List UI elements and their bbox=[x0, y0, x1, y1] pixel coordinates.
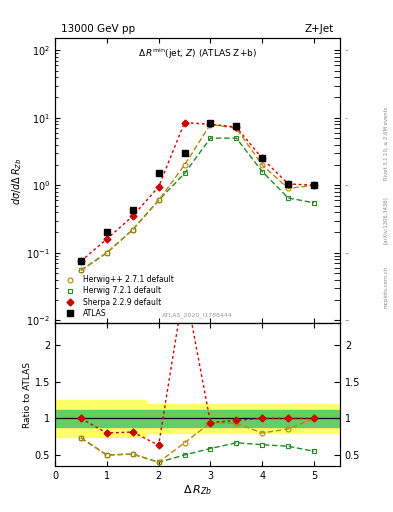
Sherpa 2.2.9 default bbox=[286, 181, 290, 187]
Text: [arXiv:1306.3436]: [arXiv:1306.3436] bbox=[383, 196, 388, 244]
Text: Rivet 3.1.10, ≥ 2.6M events: Rivet 3.1.10, ≥ 2.6M events bbox=[383, 106, 388, 180]
Y-axis label: $d\sigma/d\Delta\,R_{Zb}$: $d\sigma/d\Delta\,R_{Zb}$ bbox=[10, 157, 24, 205]
Sherpa 2.2.9 default bbox=[79, 258, 83, 264]
Line: Sherpa 2.2.9 default: Sherpa 2.2.9 default bbox=[79, 120, 316, 264]
Herwig++ 2.7.1 default bbox=[286, 185, 290, 191]
Sherpa 2.2.9 default bbox=[208, 121, 213, 127]
Herwig++ 2.7.1 default bbox=[130, 227, 135, 233]
Sherpa 2.2.9 default bbox=[182, 119, 187, 125]
Text: mcplots.cern.ch: mcplots.cern.ch bbox=[383, 266, 388, 308]
Text: $\Delta\,R^{\rm min}$(jet, $Z$) (ATLAS Z+b): $\Delta\,R^{\rm min}$(jet, $Z$) (ATLAS Z… bbox=[138, 47, 257, 61]
Legend: Herwig++ 2.7.1 default, Herwig 7.2.1 default, Sherpa 2.2.9 default, ATLAS: Herwig++ 2.7.1 default, Herwig 7.2.1 def… bbox=[59, 273, 175, 319]
Herwig++ 2.7.1 default bbox=[105, 250, 109, 256]
Herwig++ 2.7.1 default bbox=[260, 162, 264, 168]
Herwig++ 2.7.1 default bbox=[182, 162, 187, 168]
Herwig++ 2.7.1 default bbox=[234, 125, 239, 131]
ATLAS bbox=[286, 181, 290, 187]
Sherpa 2.2.9 default bbox=[130, 213, 135, 219]
ATLAS bbox=[312, 182, 316, 188]
ATLAS bbox=[156, 170, 161, 177]
ATLAS bbox=[105, 229, 109, 236]
Line: ATLAS: ATLAS bbox=[78, 120, 317, 264]
Herwig 7.2.1 default bbox=[79, 267, 83, 273]
Text: 13000 GeV pp: 13000 GeV pp bbox=[61, 24, 135, 34]
ATLAS bbox=[79, 258, 83, 264]
Herwig++ 2.7.1 default bbox=[79, 267, 83, 273]
Sherpa 2.2.9 default bbox=[234, 124, 239, 130]
Line: Herwig 7.2.1 default: Herwig 7.2.1 default bbox=[79, 136, 316, 273]
Sherpa 2.2.9 default bbox=[312, 182, 316, 188]
X-axis label: $\Delta\,R_{Zb}$: $\Delta\,R_{Zb}$ bbox=[183, 483, 212, 497]
Herwig 7.2.1 default bbox=[208, 135, 213, 141]
Sherpa 2.2.9 default bbox=[156, 184, 161, 190]
ATLAS bbox=[130, 207, 135, 213]
Herwig 7.2.1 default bbox=[286, 195, 290, 201]
Herwig 7.2.1 default bbox=[312, 200, 316, 206]
Herwig++ 2.7.1 default bbox=[312, 182, 316, 188]
ATLAS bbox=[182, 150, 187, 156]
ATLAS bbox=[208, 119, 213, 125]
Herwig 7.2.1 default bbox=[105, 250, 109, 256]
ATLAS bbox=[260, 155, 264, 161]
Herwig 7.2.1 default bbox=[260, 168, 264, 175]
Herwig 7.2.1 default bbox=[182, 170, 187, 177]
Herwig 7.2.1 default bbox=[156, 197, 161, 203]
Herwig++ 2.7.1 default bbox=[156, 197, 161, 203]
Herwig 7.2.1 default bbox=[234, 135, 239, 141]
Herwig++ 2.7.1 default bbox=[208, 121, 213, 127]
Text: ATLAS_2020_I1788444: ATLAS_2020_I1788444 bbox=[162, 312, 233, 318]
Herwig 7.2.1 default bbox=[130, 227, 135, 233]
Sherpa 2.2.9 default bbox=[260, 155, 264, 161]
Sherpa 2.2.9 default bbox=[105, 236, 109, 242]
Line: Herwig++ 2.7.1 default: Herwig++ 2.7.1 default bbox=[79, 122, 316, 273]
Text: Z+Jet: Z+Jet bbox=[305, 24, 334, 34]
ATLAS bbox=[234, 123, 239, 130]
Y-axis label: Ratio to ATLAS: Ratio to ATLAS bbox=[23, 361, 32, 428]
